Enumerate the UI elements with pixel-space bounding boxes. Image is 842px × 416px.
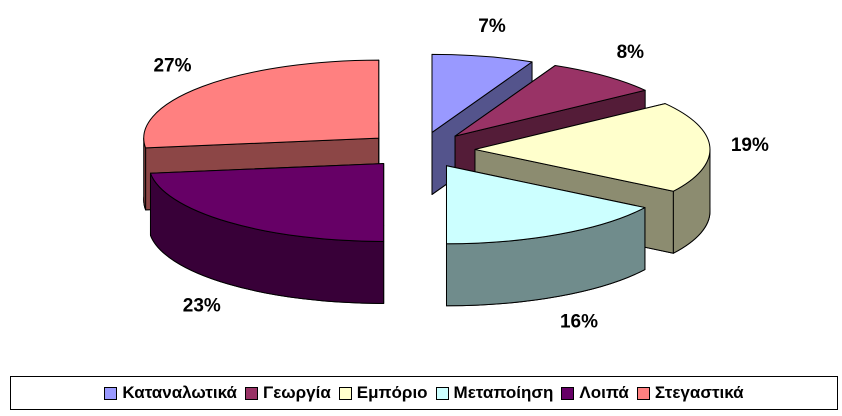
data-label: 8% <box>617 42 645 63</box>
slice-wall <box>143 137 147 211</box>
legend-label: Στεγαστικά <box>654 383 744 402</box>
chart: 7% 8% 19% 16% 23% 27% <box>143 16 769 332</box>
legend-item: Στεγαστικά <box>636 383 744 403</box>
data-label: 23% <box>183 296 221 317</box>
slice <box>454 65 646 137</box>
legend-swatch <box>338 386 352 400</box>
slice <box>143 59 380 149</box>
data-label: 16% <box>560 311 598 332</box>
legend-swatch <box>636 386 650 400</box>
legend-item: Μεταποίηση <box>435 383 554 403</box>
legend-swatch <box>244 386 258 400</box>
legend-swatch <box>104 386 118 400</box>
legend-label: Καταναλωτικά <box>122 383 237 402</box>
slice <box>149 163 385 243</box>
legend: Καταναλωτικά Γεωργία Εμπόριο Μεταποίηση Λοιπ… <box>10 376 838 410</box>
legend-item: Λοιπά <box>561 383 629 403</box>
slice <box>474 103 711 192</box>
legend-label: Μεταποίηση <box>453 383 554 402</box>
legend-label: Γεωργία <box>262 383 331 402</box>
legend-swatch <box>435 386 449 400</box>
data-label: 7% <box>478 16 506 37</box>
data-label: 19% <box>731 135 769 156</box>
legend-item: Γεωργία <box>244 383 331 403</box>
slice <box>431 53 533 133</box>
legend-label: Λοιπά <box>579 383 629 402</box>
legend-item: Εμπόριο <box>338 383 428 403</box>
data-label: 27% <box>153 56 191 77</box>
legend-swatch <box>561 386 575 400</box>
slice <box>445 165 646 245</box>
legend-item: Καταναλωτικά <box>104 383 237 403</box>
legend-label: Εμπόριο <box>356 383 428 402</box>
